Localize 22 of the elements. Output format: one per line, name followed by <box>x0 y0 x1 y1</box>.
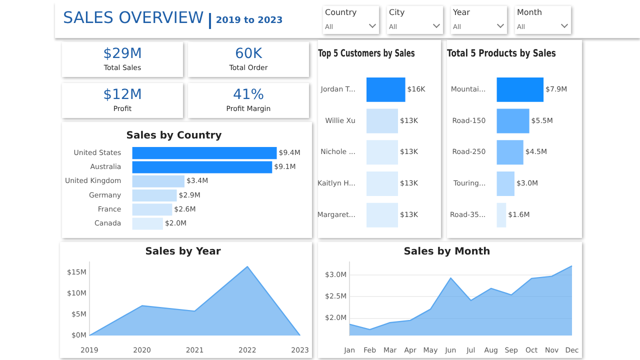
bar <box>496 77 544 102</box>
text: $12M <box>102 87 143 103</box>
text: $29M <box>102 46 143 62</box>
chart-title: Sales by Year <box>145 246 221 258</box>
chart-title: Top 5 Customers by Sales <box>318 48 415 60</box>
bar <box>496 108 530 134</box>
bar <box>496 140 524 165</box>
chart-title: Sales by Month <box>404 246 490 258</box>
bar <box>496 172 514 196</box>
text: SALES OVERVIEW <box>63 8 204 27</box>
chart-title: Total 5 Products by Sales <box>447 48 556 60</box>
text: 41% <box>232 87 266 103</box>
bar <box>132 189 177 202</box>
text: 60K <box>234 46 264 62</box>
text: 2019 to 2023 <box>208 13 283 29</box>
bar <box>132 218 163 230</box>
chart-title: Sales by Country <box>126 130 222 142</box>
bar <box>132 161 272 174</box>
bar <box>496 202 506 228</box>
bar <box>132 147 277 160</box>
bar <box>132 204 172 216</box>
bar <box>132 175 184 188</box>
